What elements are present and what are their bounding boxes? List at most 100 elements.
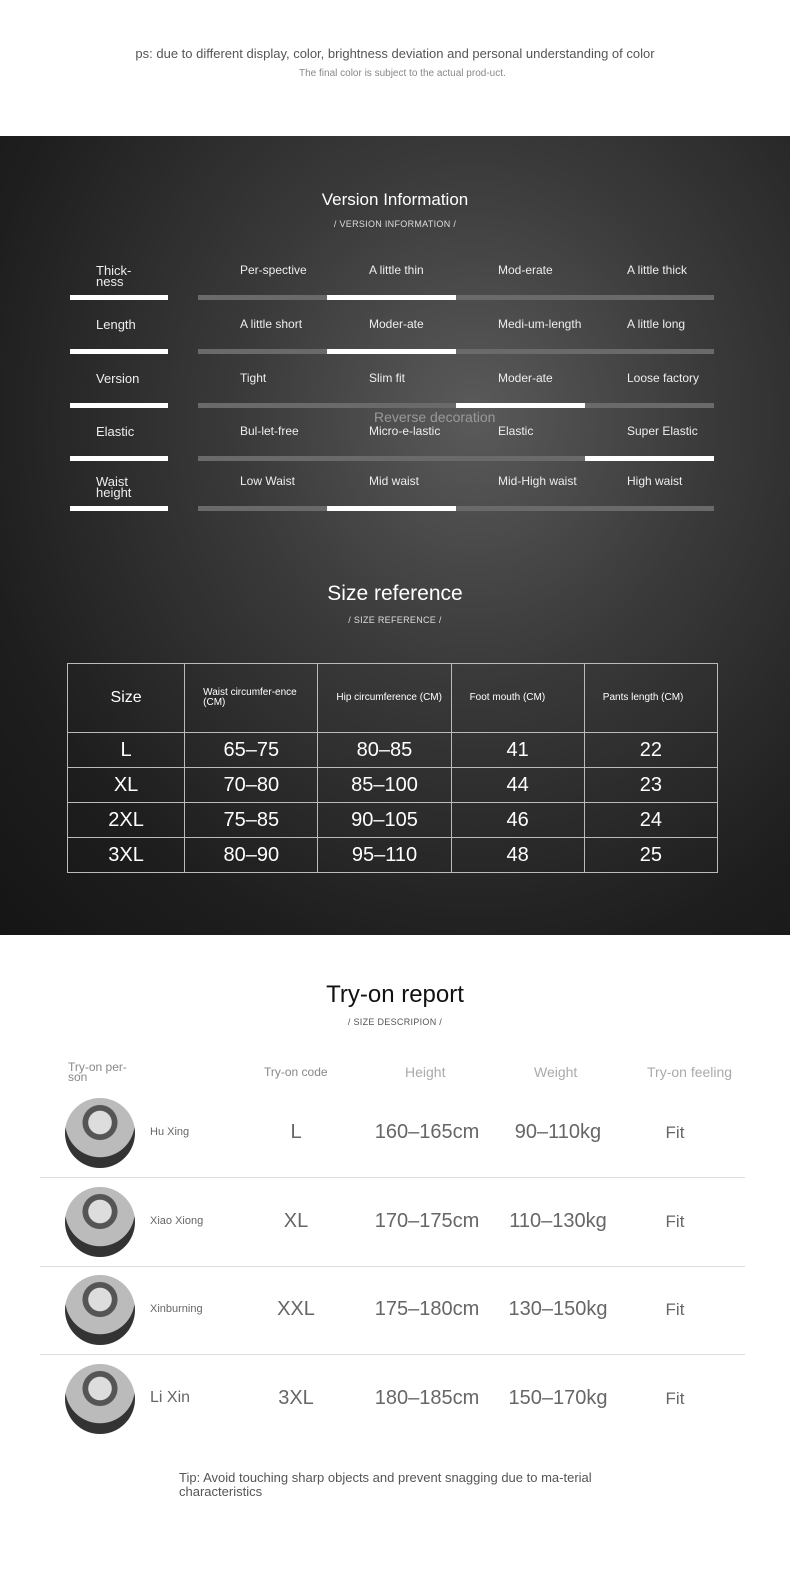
scale-option: Per-spective	[240, 263, 307, 277]
table-row: L 65–75 80–85 41 22	[66, 732, 719, 768]
table-cell: 22	[583, 732, 719, 768]
column-header: Hip circumference (CM)	[317, 663, 452, 733]
avatar	[65, 1187, 135, 1257]
table-cell: 75–85	[184, 802, 319, 838]
scale-option: A little long	[627, 317, 686, 331]
scale-option: A little short	[240, 317, 303, 331]
selected-level	[585, 456, 714, 461]
table-header-row: Size Waist circumfer-ence (CM) Hip circumf…	[66, 663, 719, 733]
table-cell: 80–90	[184, 837, 319, 873]
tryon-header: Try-on per-son	[68, 1060, 127, 1084]
label-bar	[70, 403, 168, 408]
color-notice-sub: The final color is subject to the actual…	[299, 68, 506, 79]
label-bar	[70, 506, 168, 511]
size-table: Size Waist circumfer-ence (CM) Hip circumf…	[66, 663, 719, 873]
scale-option: Mid waist	[369, 474, 420, 488]
table-cell: 80–85	[317, 732, 452, 768]
color-notice: ps: due to different display, color, bri…	[135, 46, 655, 61]
table-cell: L	[66, 732, 186, 768]
table-cell: 48	[450, 837, 585, 873]
table-cell: 95–110	[317, 837, 452, 873]
tryon-cell: 150–170kg	[508, 1387, 608, 1409]
version-subtitle: / VERSION INFORMATION /	[333, 219, 457, 229]
table-cell: 46	[450, 802, 585, 838]
scale-option: Micro-e-lastic	[369, 424, 441, 438]
tryon-cell: 130–150kg	[508, 1298, 608, 1320]
version-title: Version Information	[321, 190, 469, 209]
row-divider	[40, 1354, 745, 1355]
scale-track	[198, 506, 714, 511]
column-header: Pants length (CM)	[583, 663, 719, 733]
selected-level	[327, 506, 456, 511]
scale-option: Elastic	[498, 424, 534, 438]
tryon-cell: Xiao Xiong	[150, 1214, 204, 1227]
scale-option: A little thin	[369, 263, 424, 277]
tryon-cell: Fit	[665, 1211, 685, 1231]
scale-option: Bul-let-free	[240, 424, 299, 438]
selected-level	[327, 295, 456, 300]
size-subtitle: / SIZE REFERENCE /	[348, 615, 442, 625]
scale-option: Tight	[240, 371, 267, 385]
column-header: Foot mouth (CM)	[450, 663, 585, 733]
table-cell: 25	[583, 837, 719, 873]
size-title: Size reference	[327, 582, 463, 605]
scale-option: A little thick	[627, 263, 688, 277]
scale-option: Super Elastic	[627, 424, 698, 438]
scale-option: Loose factory	[627, 371, 700, 385]
attribute-label: Waist height	[96, 474, 132, 500]
tryon-cell: L	[290, 1121, 302, 1143]
avatar	[65, 1275, 135, 1345]
label-bar	[70, 295, 168, 300]
attribute-label: Length	[96, 317, 136, 332]
tryon-cell: 110–130kg	[509, 1210, 607, 1232]
table-cell: 70–80	[184, 767, 319, 803]
tryon-cell: Fit	[665, 1299, 685, 1319]
selected-level	[327, 349, 456, 354]
table-cell: 23	[583, 767, 719, 803]
scale-option: Moder-ate	[369, 317, 424, 331]
scale-option: Moder-ate	[498, 371, 553, 385]
tryon-cell: Fit	[665, 1122, 685, 1142]
scale-track	[198, 349, 714, 354]
tryon-cell: XL	[283, 1210, 309, 1232]
avatar	[65, 1364, 135, 1434]
tryon-header: Try-on code	[264, 1065, 328, 1079]
attribute-label: Thick-ness	[96, 263, 132, 289]
tryon-cell: 175–180cm	[374, 1298, 480, 1320]
tryon-header: Height	[405, 1064, 446, 1080]
label-bar	[70, 349, 168, 354]
tryon-cell: XXL	[277, 1298, 315, 1320]
table-cell: 65–75	[184, 732, 319, 768]
tryon-cell: 3XL	[278, 1387, 314, 1409]
table-cell: XL	[66, 767, 186, 803]
table-cell: 41	[450, 732, 585, 768]
scale-option: High waist	[627, 474, 683, 488]
tryon-cell: Xinburning	[150, 1302, 203, 1315]
label-bar	[70, 456, 168, 461]
row-divider	[40, 1266, 745, 1267]
selected-level	[456, 403, 585, 408]
scale-option: Mod-erate	[498, 263, 553, 277]
attribute-label: Elastic	[96, 424, 135, 439]
scale-option: Mid-High waist	[498, 474, 577, 488]
table-cell: 24	[583, 802, 719, 838]
tryon-cell: 170–175cm	[374, 1210, 480, 1232]
tryon-cell: Fit	[665, 1388, 685, 1408]
scale-option: Medi-um-length	[498, 317, 582, 331]
tryon-header: Weight	[534, 1064, 578, 1080]
tryon-cell: Hu Xing	[150, 1125, 190, 1138]
tryon-subtitle: / SIZE DESCRIPION /	[347, 1017, 443, 1027]
table-row: 3XL 80–90 95–110 48 25	[66, 837, 719, 873]
tryon-header: Try-on feeling	[647, 1064, 733, 1080]
table-cell: 3XL	[66, 837, 186, 873]
table-cell: 2XL	[66, 802, 186, 838]
tryon-cell: 160–165cm	[374, 1121, 480, 1143]
scale-option: Slim fit	[369, 371, 405, 385]
tryon-title: Try-on report	[326, 981, 464, 1008]
table-row: 2XL 75–85 90–105 46 24	[66, 802, 719, 838]
row-divider	[40, 1177, 745, 1178]
tryon-cell: 90–110kg	[514, 1121, 602, 1143]
tryon-cell: Li Xin	[150, 1389, 191, 1406]
overlay-text: Reverse decoration	[374, 409, 496, 425]
attribute-label: Version	[96, 371, 140, 386]
